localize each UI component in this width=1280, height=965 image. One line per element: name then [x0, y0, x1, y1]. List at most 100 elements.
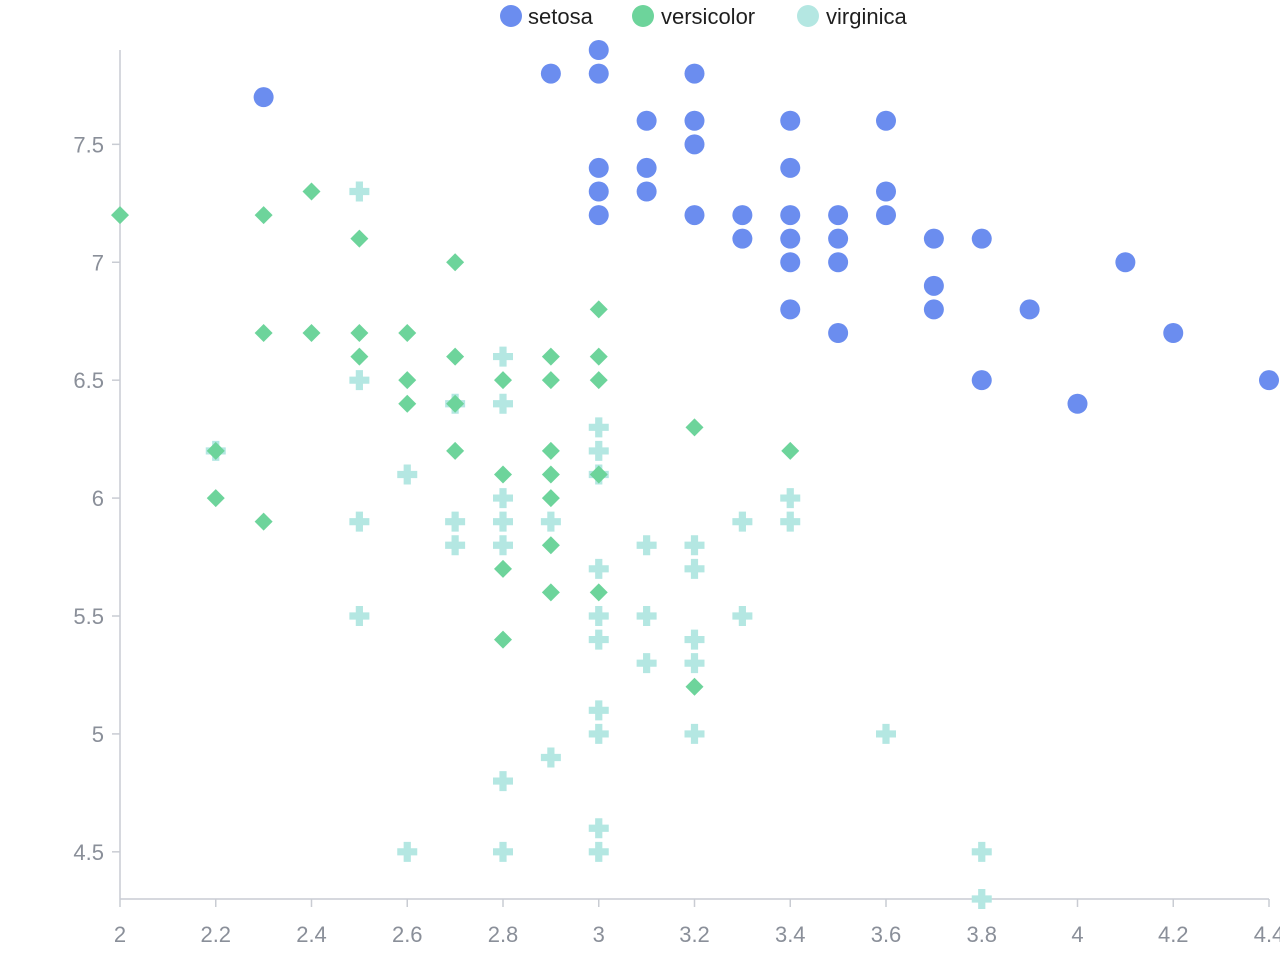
legend: setosa versicolor virginica: [500, 4, 907, 29]
data-point-versicolor: [111, 206, 129, 225]
data-point-setosa: [1259, 370, 1279, 391]
legend-item-virginica[interactable]: virginica: [797, 4, 907, 29]
legend-swatch: [797, 5, 819, 27]
data-point-virginica: [493, 511, 513, 532]
data-point-virginica: [971, 889, 992, 909]
data-point-setosa: [828, 323, 849, 343]
data-point-setosa: [780, 252, 801, 273]
data-point-virginica: [397, 464, 418, 485]
data-point-versicolor: [589, 300, 608, 319]
y-tick-label: 5: [92, 722, 104, 747]
data-point-setosa: [588, 181, 609, 202]
data-point-setosa: [588, 205, 609, 226]
y-tick-label: 5.5: [73, 604, 104, 629]
data-point-versicolor: [398, 394, 417, 413]
legend-label: virginica: [826, 4, 907, 29]
data-point-versicolor: [350, 347, 369, 366]
data-point-versicolor: [446, 347, 465, 366]
data-point-setosa: [780, 157, 801, 178]
data-point-versicolor: [541, 441, 560, 460]
data-point-setosa: [684, 205, 705, 226]
data-point-virginica: [780, 488, 801, 509]
data-point-setosa: [636, 181, 657, 202]
data-point-virginica: [588, 818, 609, 839]
legend-item-setosa[interactable]: setosa: [500, 4, 594, 29]
legend-swatch: [632, 5, 654, 27]
data-point-versicolor: [541, 536, 560, 555]
data-point-setosa: [923, 275, 944, 296]
data-point-setosa: [636, 157, 657, 178]
data-point-virginica: [445, 511, 466, 532]
data-point-versicolor: [494, 559, 512, 578]
data-point-versicolor: [685, 418, 704, 437]
series-versicolor: [111, 182, 800, 696]
data-point-virginica: [493, 771, 513, 792]
legend-swatch: [500, 5, 522, 27]
legend-item-versicolor[interactable]: versicolor: [632, 4, 755, 29]
data-point-versicolor: [446, 253, 465, 272]
data-point-setosa: [923, 299, 944, 320]
legend-label: versicolor: [661, 4, 755, 29]
data-point-setosa: [636, 110, 657, 131]
data-point-virginica: [493, 393, 513, 414]
data-point-setosa: [828, 228, 849, 249]
data-point-versicolor: [494, 371, 512, 390]
data-point-setosa: [540, 63, 561, 84]
data-point-virginica: [493, 346, 513, 367]
data-point-versicolor: [254, 512, 273, 531]
data-point-virginica: [349, 181, 370, 202]
data-point-virginica: [636, 606, 657, 626]
data-point-virginica: [588, 558, 609, 579]
x-tick-label: 2.4: [296, 922, 327, 947]
x-tick-label: 4: [1071, 922, 1083, 947]
data-point-virginica: [493, 488, 513, 509]
x-tick-label: 2: [114, 922, 126, 947]
series-virginica: [205, 181, 992, 909]
data-point-setosa: [876, 181, 896, 202]
x-tick-label: 2.6: [392, 922, 423, 947]
data-point-virginica: [732, 606, 753, 626]
data-point-setosa: [876, 110, 896, 131]
data-point-versicolor: [254, 206, 273, 225]
data-point-versicolor: [685, 677, 704, 696]
data-point-virginica: [588, 700, 609, 721]
data-point-versicolor: [589, 371, 608, 390]
data-point-virginica: [876, 723, 896, 744]
data-point-virginica: [588, 841, 609, 862]
data-point-virginica: [684, 653, 705, 674]
data-point-virginica: [493, 535, 513, 556]
data-point-virginica: [684, 558, 705, 579]
data-point-virginica: [397, 841, 418, 862]
data-point-versicolor: [350, 324, 369, 342]
data-point-versicolor: [398, 324, 417, 342]
data-point-versicolor: [589, 347, 608, 366]
data-point-setosa: [780, 228, 801, 249]
data-point-setosa: [253, 87, 274, 108]
y-tick-label: 6.5: [73, 368, 104, 393]
data-point-virginica: [493, 841, 513, 862]
data-point-setosa: [1067, 393, 1088, 414]
data-point-virginica: [349, 370, 370, 391]
x-tick-label: 4.2: [1158, 922, 1189, 947]
data-point-virginica: [636, 653, 657, 674]
data-point-setosa: [1163, 323, 1184, 343]
data-point-setosa: [923, 228, 944, 249]
data-point-versicolor: [781, 441, 800, 460]
x-tick-label: 3.4: [775, 922, 806, 947]
y-tick-label: 7.5: [73, 132, 104, 157]
data-point-versicolor: [206, 441, 225, 460]
plot-area: [111, 40, 1279, 909]
data-point-versicolor: [206, 489, 225, 508]
data-point-setosa: [588, 157, 609, 178]
data-point-virginica: [540, 747, 561, 768]
data-point-virginica: [684, 629, 705, 650]
data-point-setosa: [684, 63, 705, 84]
data-point-versicolor: [589, 583, 608, 602]
legend-label: setosa: [528, 4, 594, 29]
data-point-versicolor: [541, 347, 560, 366]
data-point-virginica: [732, 511, 753, 532]
data-point-virginica: [588, 440, 609, 461]
data-point-versicolor: [494, 630, 512, 649]
data-point-virginica: [588, 606, 609, 626]
